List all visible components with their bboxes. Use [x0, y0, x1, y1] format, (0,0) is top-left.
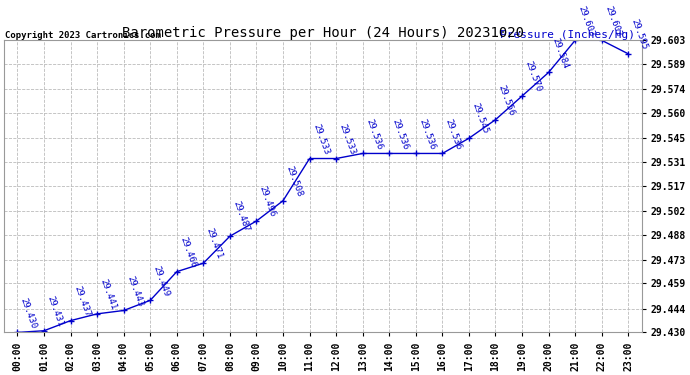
Text: 29.496: 29.496: [258, 185, 277, 218]
Text: 29.536: 29.536: [364, 117, 384, 151]
Text: 29.443: 29.443: [125, 274, 144, 308]
Text: 29.556: 29.556: [497, 84, 516, 117]
Text: 29.536: 29.536: [444, 117, 463, 151]
Text: 29.430: 29.430: [19, 296, 39, 330]
Text: 29.508: 29.508: [284, 165, 304, 198]
Text: Copyright 2023 Cartronics.com: Copyright 2023 Cartronics.com: [5, 32, 161, 40]
Text: 29.471: 29.471: [205, 227, 224, 260]
Text: 29.603: 29.603: [577, 4, 596, 38]
Text: Pressure (Inches/Hg): Pressure (Inches/Hg): [500, 30, 635, 40]
Text: 29.584: 29.584: [550, 36, 569, 70]
Text: 29.536: 29.536: [391, 117, 410, 151]
Text: 29.431: 29.431: [46, 295, 65, 328]
Text: 29.533: 29.533: [337, 122, 357, 156]
Title: Barometric Pressure per Hour (24 Hours) 20231020: Barometric Pressure per Hour (24 Hours) …: [122, 26, 524, 40]
Text: 29.441: 29.441: [99, 278, 118, 311]
Text: 29.570: 29.570: [524, 60, 543, 93]
Text: 29.603: 29.603: [603, 4, 622, 38]
Text: 29.536: 29.536: [417, 117, 437, 151]
Text: 29.595: 29.595: [630, 18, 649, 51]
Text: 29.449: 29.449: [152, 264, 171, 298]
Text: 29.487: 29.487: [231, 200, 250, 233]
Text: 29.466: 29.466: [178, 236, 197, 269]
Text: 29.533: 29.533: [311, 122, 331, 156]
Text: 29.545: 29.545: [471, 102, 490, 135]
Text: 29.437: 29.437: [72, 285, 92, 318]
